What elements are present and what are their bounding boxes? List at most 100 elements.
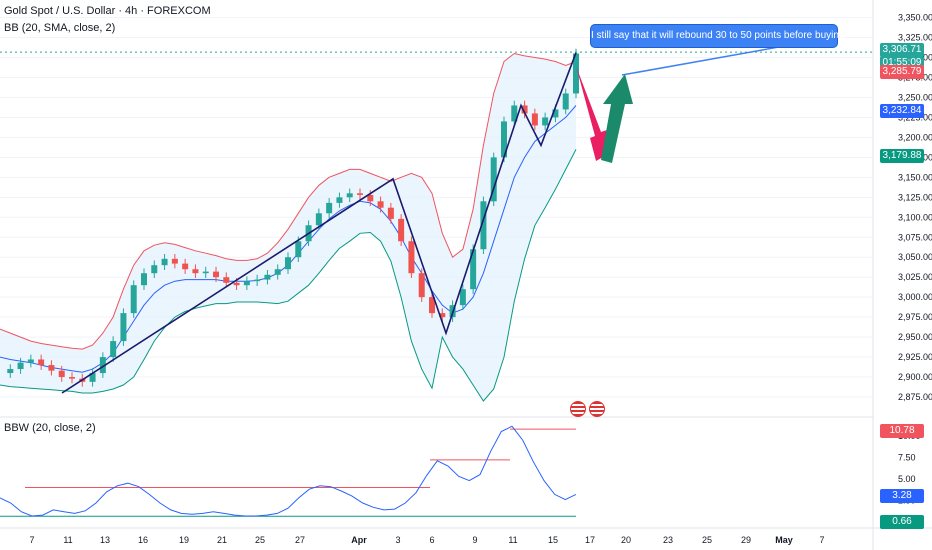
candle-body	[367, 194, 374, 202]
bbw-tick-label: 7.50	[898, 452, 916, 462]
time-tick-label: 25	[255, 535, 265, 545]
price-tick-label: 3,325.00	[898, 33, 932, 43]
candle-body	[480, 201, 487, 250]
time-tick-label: 7	[29, 535, 34, 545]
us-flag-icon[interactable]	[589, 401, 605, 417]
time-tick-label: 23	[663, 535, 673, 545]
candle-body	[264, 274, 271, 280]
candle-body	[552, 109, 559, 118]
bbw-low-tag: 0.66	[880, 515, 924, 529]
candle-body	[89, 373, 96, 382]
candle-body	[69, 377, 75, 379]
candle-body	[387, 207, 394, 219]
time-tick-label: 29	[741, 535, 751, 545]
time-tick-label: 25	[702, 535, 712, 545]
candle-body	[48, 365, 55, 371]
upper-band-line	[0, 52, 577, 350]
bbw-current-tag: 3.28	[880, 489, 924, 503]
candle-body	[377, 201, 384, 208]
time-axis-labels: 7 11 13 16 19 21 25 27 Apr 3 6 9 11 15 17 20 23 25 29 May 7	[29, 535, 824, 545]
candle-body	[398, 218, 405, 242]
price-tick-label: 2,975.00	[898, 312, 932, 322]
candle-body	[490, 157, 497, 202]
candle-body	[346, 193, 353, 198]
candle-body	[531, 113, 538, 126]
candle-body	[233, 282, 240, 286]
time-tick-label: 9	[472, 535, 477, 545]
candle-body	[243, 281, 250, 286]
candle-body	[562, 93, 569, 110]
candle-body	[429, 297, 435, 314]
candle-body	[521, 105, 528, 114]
candle-body	[501, 121, 507, 158]
time-tick-label: 15	[548, 535, 558, 545]
candle-body	[38, 359, 45, 366]
time-tick-label: 19	[179, 535, 189, 545]
time-tick-label: 16	[138, 535, 148, 545]
candle-body	[254, 279, 261, 282]
candle-body	[161, 258, 168, 266]
price-tick-label: 3,025.00	[898, 272, 932, 282]
candle-body	[542, 117, 549, 126]
pattern-line	[61, 52, 577, 394]
price-tick-label: 3,200.00	[898, 132, 932, 142]
time-tick-label: Apr	[351, 535, 367, 545]
time-tick-label: 11	[508, 535, 517, 545]
time-tick-label: 17	[585, 535, 595, 545]
candle-body	[511, 105, 518, 122]
upper-band-tag: 3,285.79	[880, 65, 924, 79]
time-tick-label: May	[775, 535, 793, 545]
time-tick-label: 11	[63, 535, 72, 545]
candle-body	[151, 265, 158, 274]
candle-body	[213, 271, 219, 278]
price-tick-label: 3,050.00	[898, 252, 932, 262]
candle-body	[459, 289, 466, 306]
lower-band-line	[0, 149, 577, 402]
price-tick-label: 3,250.00	[898, 92, 932, 102]
candle-body	[99, 357, 106, 374]
candle-body	[223, 277, 230, 283]
time-tick-label: 27	[295, 535, 305, 545]
candle-body	[7, 369, 14, 374]
price-tick-label: 3,100.00	[898, 212, 932, 222]
candle-body	[192, 269, 199, 274]
symbol-title: Gold Spot / U.S. Dollar · 4h · FOREXCOM	[4, 5, 211, 17]
candle-body	[202, 271, 209, 274]
candle-body	[315, 213, 322, 226]
candle-body	[27, 359, 34, 363]
candle-body	[285, 257, 291, 270]
bbw-line	[0, 425, 577, 517]
time-tick-label: 3	[395, 535, 400, 545]
candle-body	[110, 341, 117, 358]
candle-body	[295, 241, 302, 258]
price-tick-label: 2,875.00	[898, 392, 932, 402]
bollinger-band-fill	[0, 53, 576, 401]
candlesticks	[7, 48, 579, 387]
candle-body	[274, 269, 281, 275]
candle-body	[120, 313, 127, 342]
last-price-tag: 3,306.71	[880, 43, 924, 57]
time-tick-label: 21	[217, 535, 227, 545]
price-tick-label: 3,350.00	[898, 13, 932, 23]
price-tick-label: 3,150.00	[898, 172, 932, 182]
candle-body	[58, 370, 65, 378]
price-tick-label: 2,925.00	[898, 352, 932, 362]
time-tick-label: 6	[429, 535, 434, 545]
callout-note[interactable]: I still say that it will rebound 30 to 5…	[590, 24, 847, 48]
bbw-threshold-lines	[0, 428, 576, 517]
candle-body	[171, 258, 178, 264]
candle-body	[141, 273, 147, 286]
candle-body	[408, 241, 415, 274]
price-tick-label: 2,900.00	[898, 372, 932, 382]
bbw-indicator-label: BBW (20, close, 2)	[4, 422, 96, 434]
us-flag-icon[interactable]	[570, 401, 586, 417]
price-tick-label: 2,950.00	[898, 332, 932, 342]
price-tick-label: 3,075.00	[898, 232, 932, 242]
up-arrow	[601, 74, 633, 163]
candle-body	[182, 263, 189, 270]
bb-indicator-label: BB (20, SMA, close, 2)	[4, 22, 116, 34]
down-arrow	[576, 66, 612, 161]
lower-band-tag: 3,179.88	[880, 149, 924, 163]
price-tick-label: 3,000.00	[898, 292, 932, 302]
